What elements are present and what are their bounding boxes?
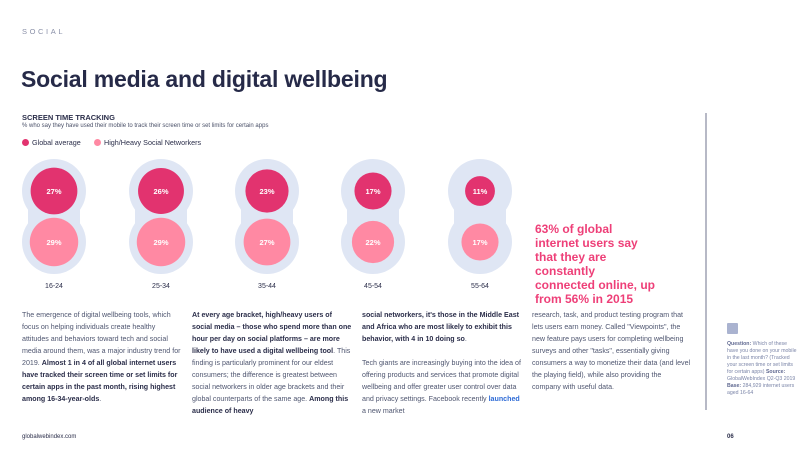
paragraph: research, task, and product testing prog… <box>532 309 692 393</box>
bubble-global <box>30 167 78 215</box>
bubble-heavy <box>243 218 291 266</box>
bubble-label: 17% <box>365 187 380 196</box>
category-label: 25-34 <box>152 283 170 290</box>
bubble-label: 27% <box>46 187 61 196</box>
bubble-label: 29% <box>46 238 61 247</box>
text-segment: Almost 1 in 4 of all global internet use… <box>22 359 178 403</box>
legend-global: Global average <box>22 138 81 147</box>
stat-callout: 63% of global internet users say that th… <box>535 222 656 306</box>
bubble-global <box>465 176 495 206</box>
bar-chart-icon <box>727 323 738 334</box>
category-label: 16-24 <box>45 283 63 290</box>
body-column-2: At every age bracket, high/heavy users o… <box>192 309 352 429</box>
legend-label: Global average <box>32 138 81 147</box>
legend-dot-icon <box>22 139 29 146</box>
text-segment: a new market <box>362 407 405 415</box>
chart-subtitle: % who say they have used their mobile to… <box>22 123 269 129</box>
text-segment: . <box>99 395 102 403</box>
bubble-global <box>354 172 392 210</box>
text-segment: social networkers, it's those in the Mid… <box>362 311 520 343</box>
source-label: Source: <box>765 369 786 375</box>
bubble-label: 27% <box>259 238 274 247</box>
bubble-global <box>138 168 184 214</box>
bubble-label: 29% <box>153 238 168 247</box>
text-segment: Tech giants are increasingly buying into… <box>362 359 521 403</box>
bubble-label: 23% <box>259 187 274 196</box>
bubble-chart: 27% 29% 16-24 26% 29% 25-34 23% 27% 35-44 17% 22% 4… <box>22 159 512 290</box>
chart-title: SCREEN TIME TRACKING <box>22 113 115 122</box>
text-segment: Among this audience of heavy <box>192 395 349 415</box>
body-column-1: The emergence of digital wellbeing tools… <box>22 309 182 417</box>
body-column-4: research, task, and product testing prog… <box>532 309 692 405</box>
methodology-note: Question: Which of these have you done o… <box>727 341 797 397</box>
text-segment: At every age bracket, high/heavy users o… <box>192 311 352 355</box>
text-segment: . <box>464 335 467 343</box>
category-label: 55-64 <box>471 283 489 290</box>
divider <box>705 113 707 410</box>
bubble-heavy <box>351 220 395 264</box>
base-text: 284,929 internet users aged 16-64 <box>727 383 795 396</box>
source-text: GlobalWebIndex Q2-Q3 2019 <box>727 376 796 382</box>
paragraph: The emergence of digital wellbeing tools… <box>22 309 182 405</box>
paragraph: social networkers, it's those in the Mid… <box>362 309 522 345</box>
launched-link[interactable]: launched <box>488 395 520 403</box>
question-label: Question: <box>727 341 752 347</box>
bubble-label: 26% <box>153 187 168 196</box>
category-label: 35-44 <box>258 283 276 290</box>
body-column-3: social networkers, it's those in the Mid… <box>362 309 522 429</box>
text-segment: The emergence of digital wellbeing tools… <box>22 311 181 367</box>
page-title: Social media and digital wellbeing <box>21 66 388 92</box>
bubble-heavy <box>29 217 79 267</box>
category-label: 45-54 <box>364 283 382 290</box>
legend-dot-icon <box>94 139 101 146</box>
page-number: 06 <box>727 434 734 440</box>
text-segment: research, task, and product testing prog… <box>532 311 691 391</box>
bubble-label: 22% <box>365 238 380 247</box>
section-label: SOCIAL <box>22 27 66 36</box>
paragraph: Tech giants are increasingly buying into… <box>362 357 522 417</box>
question-text: Which of these have you done on your mob… <box>727 341 797 375</box>
base-label: Base: <box>727 383 742 389</box>
bubble-global <box>245 169 289 213</box>
footer-site[interactable]: globalwebindex.com <box>22 434 77 440</box>
bubble-heavy <box>136 217 186 267</box>
bubble-label: 11% <box>473 187 488 196</box>
bubble-label: 17% <box>472 238 487 247</box>
bubble-heavy <box>461 223 499 261</box>
legend-label: High/Heavy Social Networkers <box>104 138 202 147</box>
paragraph: At every age bracket, high/heavy users o… <box>192 309 352 417</box>
legend-heavy: High/Heavy Social Networkers <box>94 138 201 147</box>
text-segment: . This finding is particularly prominent… <box>192 347 351 403</box>
